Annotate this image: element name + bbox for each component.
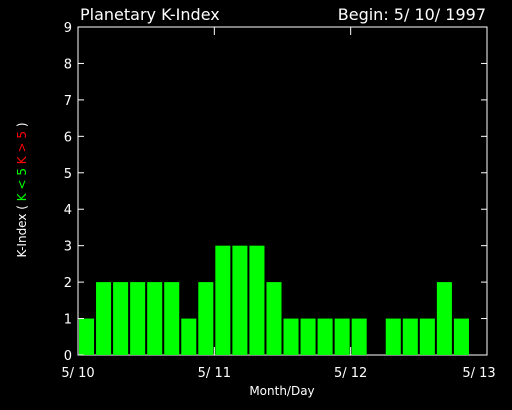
bar: [351, 318, 367, 355]
bar: [402, 318, 418, 355]
x-tick-label: 5/ 12: [334, 366, 367, 381]
bar: [300, 318, 316, 355]
y-tick-label: 8: [64, 57, 72, 72]
chart-subtitle: Begin: 5/ 10/ 1997: [338, 5, 486, 24]
bar: [198, 282, 214, 355]
bar: [317, 318, 333, 355]
y-tick-label: 5: [64, 167, 72, 182]
x-tick-label: 5/ 13: [462, 366, 495, 381]
plot-frame: [77, 26, 488, 356]
y-axis-label-low: K < 5: [15, 168, 29, 201]
y-tick-label: 6: [64, 130, 72, 145]
bar: [436, 282, 452, 355]
bar: [232, 245, 248, 355]
y-axis-label-main: K-Index: [15, 214, 29, 258]
y-tick-label: 3: [64, 240, 72, 255]
bar: [283, 318, 299, 355]
bar-series: [79, 245, 469, 355]
bar: [453, 318, 469, 355]
y-tick-label: 1: [64, 313, 72, 328]
bar: [181, 318, 197, 355]
x-axis-label: Month/Day: [249, 384, 314, 398]
y-axis: 0 1 2 3 4 5 6 7 8 9: [64, 21, 487, 364]
x-axis: 5/ 10 5/ 11 5/ 12 5/ 13: [61, 27, 496, 381]
bar: [164, 282, 180, 355]
x-tick-label: 5/ 10: [61, 366, 94, 381]
bar: [113, 282, 129, 355]
bar: [147, 282, 163, 355]
x-tick-label: 5/ 11: [198, 366, 231, 381]
y-axis-label-paren-open: (: [15, 205, 29, 210]
y-tick-label: 2: [64, 276, 72, 291]
y-axis-label-paren-close: ): [15, 122, 29, 127]
y-tick-label: 9: [64, 21, 72, 36]
bar: [79, 318, 95, 355]
bar: [385, 318, 401, 355]
chart-title: Planetary K-Index: [80, 5, 220, 24]
bar: [96, 282, 112, 355]
bar: [215, 245, 231, 355]
y-tick-label: 7: [64, 94, 72, 109]
y-axis-label: K-Index ( K < 5 K > 5 ): [15, 122, 29, 257]
bar: [266, 282, 282, 355]
bar: [419, 318, 435, 355]
bar: [334, 318, 350, 355]
y-tick-label: 0: [64, 349, 72, 364]
y-axis-label-high: K > 5: [15, 131, 29, 164]
bar: [249, 245, 265, 355]
y-tick-label: 4: [64, 203, 72, 218]
bar: [130, 282, 146, 355]
